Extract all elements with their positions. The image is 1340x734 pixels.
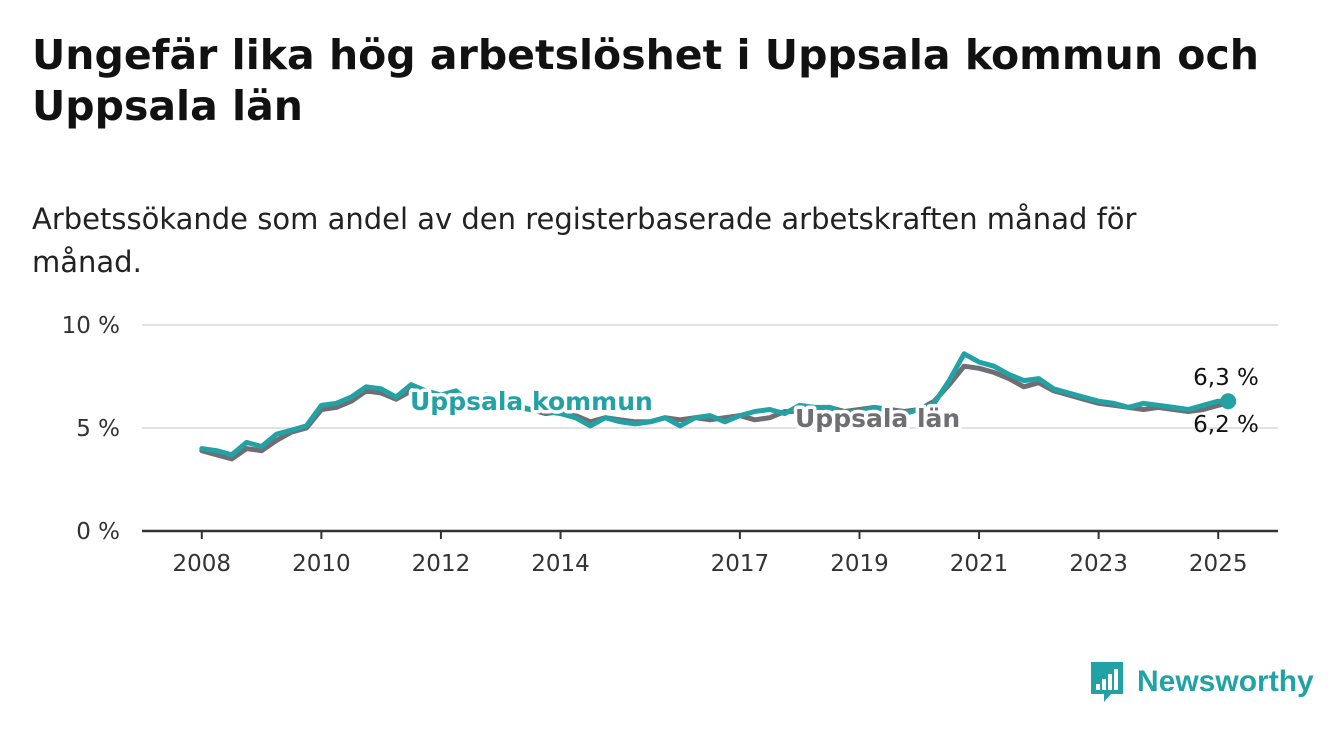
x-tick-label: 2019 [830, 551, 889, 577]
bar-chart-logo-icon [1091, 662, 1123, 702]
x-tick-label: 2008 [173, 551, 232, 577]
series-label-uppsala-kommun: Uppsala kommun [410, 387, 653, 416]
chart-subtitle: Arbetssökande som andel av den registerb… [32, 202, 1137, 279]
x-tick-label: 2025 [1189, 551, 1248, 577]
y-tick-label: 5 % [76, 416, 120, 442]
x-tick-label: 2014 [531, 551, 590, 577]
grid-layer: 0 % 5 % 10 % 2008 2010 2012 2014 2017 2019 2021 20… [62, 313, 1278, 577]
label-layer: Uppsala kommun Uppsala län 6,3 % 6,2 % [407, 365, 1259, 438]
x-tick-label: 2021 [950, 551, 1009, 577]
x-tick-label: 2023 [1069, 551, 1128, 577]
x-tick-label: 2012 [412, 551, 471, 577]
end-point-dot [1220, 393, 1237, 410]
series-layer [199, 351, 1237, 462]
chart-title: Ungefär lika hög arbetslöshet i Uppsala … [32, 31, 1259, 130]
series-label-uppsala-lan: Uppsala län [795, 404, 960, 433]
brand-logo: Newsworthy [1089, 660, 1314, 704]
y-tick-label: 10 % [62, 313, 120, 339]
x-tick-label: 2017 [711, 551, 770, 577]
series-line-uppsala-l-n [199, 363, 1231, 462]
y-tick-label: 0 % [76, 519, 120, 545]
end-value-label-kommun: 6,3 % [1193, 365, 1259, 391]
brand-name: Newsworthy [1137, 665, 1314, 698]
series-line-uppsala-kommun [199, 351, 1231, 458]
x-tick-label: 2010 [292, 551, 351, 577]
end-value-label-lan: 6,2 % [1193, 412, 1259, 438]
